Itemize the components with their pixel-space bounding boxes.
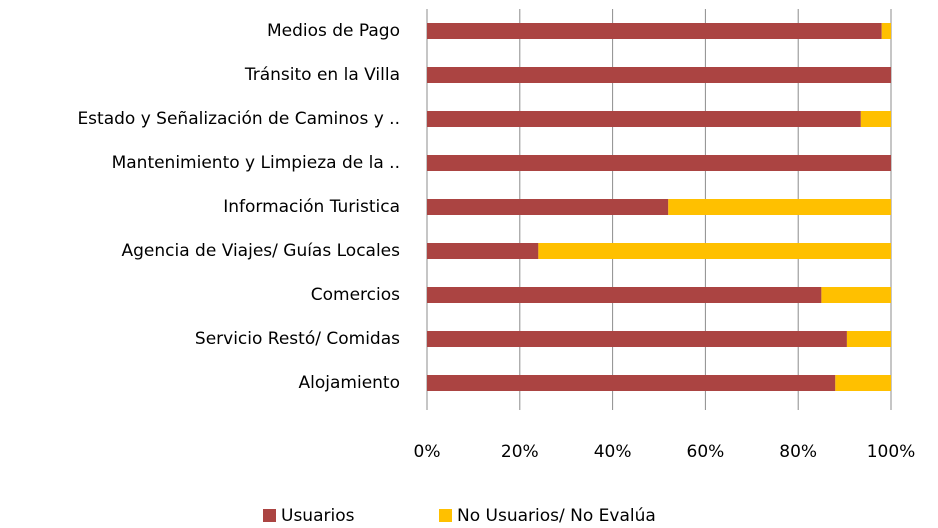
y-tick-label: Alojamiento (299, 373, 400, 393)
y-tick-label: Tránsito en la Villa (244, 65, 400, 85)
bar-segment (427, 67, 891, 83)
y-tick-label: Comercios (311, 285, 400, 305)
bar-segment (427, 375, 836, 391)
y-tick-label: Servicio Restó/ Comidas (195, 329, 400, 349)
y-tick-label: Medios de Pago (267, 21, 400, 41)
bar-segment (427, 331, 847, 347)
x-tick-label: 0% (414, 442, 441, 462)
y-tick-label: Mantenimiento y Limpieza de la .. (112, 153, 400, 173)
legend-swatch (439, 509, 452, 522)
bar-segment (821, 287, 891, 303)
bar-segment (427, 243, 539, 259)
bar-segment (860, 111, 891, 127)
bar-segment (427, 23, 882, 39)
legend-label: No Usuarios/ No Evalúa (457, 506, 656, 526)
bar-segment (538, 243, 891, 259)
y-tick-label: Información Turistica (223, 197, 400, 217)
x-tick-label: 40% (594, 442, 632, 462)
bar-segment (427, 199, 669, 215)
x-tick-label: 80% (779, 442, 817, 462)
y-tick-label: Estado y Señalización de Caminos y .. (77, 109, 400, 129)
y-tick-label: Agencia de Viajes/ Guías Locales (122, 241, 401, 261)
bar-segment (427, 155, 891, 171)
legend-swatch (263, 509, 276, 522)
x-tick-label: 100% (867, 442, 916, 462)
bar-segment (427, 111, 861, 127)
x-tick-label: 20% (501, 442, 539, 462)
x-tick-label: 60% (687, 442, 725, 462)
bar-segment (881, 23, 891, 39)
bar-segment (846, 331, 891, 347)
bar-segment (427, 287, 822, 303)
bar-segment (668, 199, 891, 215)
bar-segment (835, 375, 891, 391)
legend-label: Usuarios (281, 506, 355, 526)
